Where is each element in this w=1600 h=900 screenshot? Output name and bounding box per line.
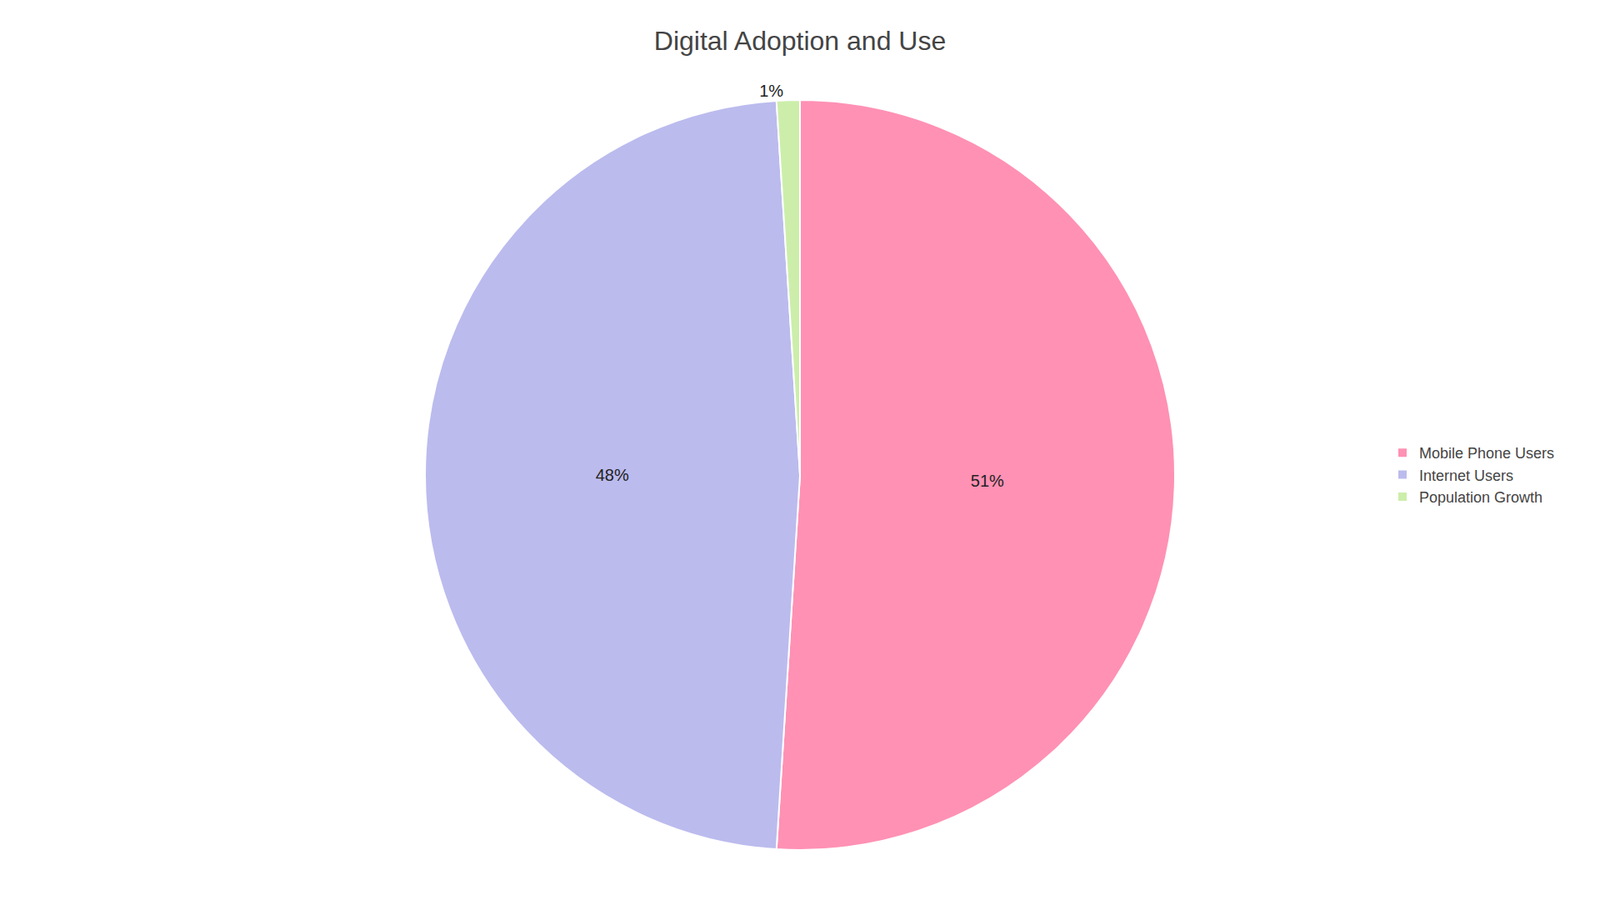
- svg-text:Population Growth: Population Growth: [1419, 489, 1543, 506]
- svg-text:48%: 48%: [595, 465, 630, 485]
- svg-text:51%: 51%: [970, 471, 1005, 490]
- svg-text:Digital Adoption and Use: Digital Adoption and Use: [654, 25, 946, 56]
- svg-text:Mobile Phone Users: Mobile Phone Users: [1419, 445, 1555, 462]
- svg-text:Internet Users: Internet Users: [1419, 467, 1514, 485]
- svg-text:1%: 1%: [759, 81, 784, 100]
